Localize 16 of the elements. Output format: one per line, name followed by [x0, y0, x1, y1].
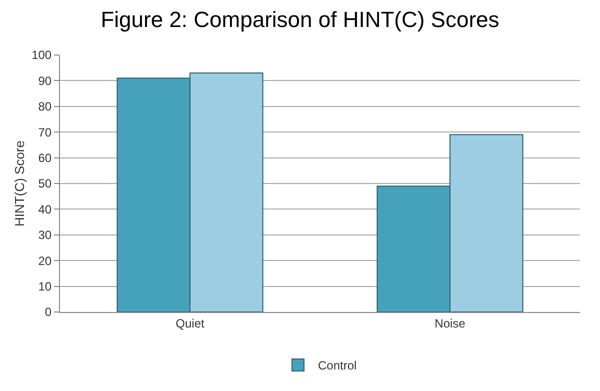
x-tick-label: Quiet	[176, 316, 206, 330]
y-tick-label: 70	[38, 125, 52, 140]
y-tick-label: 40	[38, 202, 52, 216]
y-tick-label: 60	[38, 151, 52, 165]
y-tick-label: 10	[38, 280, 52, 294]
y-tick-label: 90	[38, 74, 52, 88]
legend-label: Control	[318, 358, 357, 373]
y-tick-label: 0	[44, 305, 52, 320]
y-tick-label: 100	[32, 48, 52, 62]
y-tick-label: 20	[38, 254, 52, 268]
y-axis-title: HINT(C) Score	[12, 140, 27, 226]
chart-title: Figure 2: Comparison of HINT(C) Scores	[100, 7, 500, 32]
y-tick-label: 50	[38, 176, 52, 191]
y-tick-label: 30	[38, 228, 52, 242]
y-tick-label: 80	[38, 100, 52, 114]
x-tick-label: Noise	[434, 316, 466, 330]
